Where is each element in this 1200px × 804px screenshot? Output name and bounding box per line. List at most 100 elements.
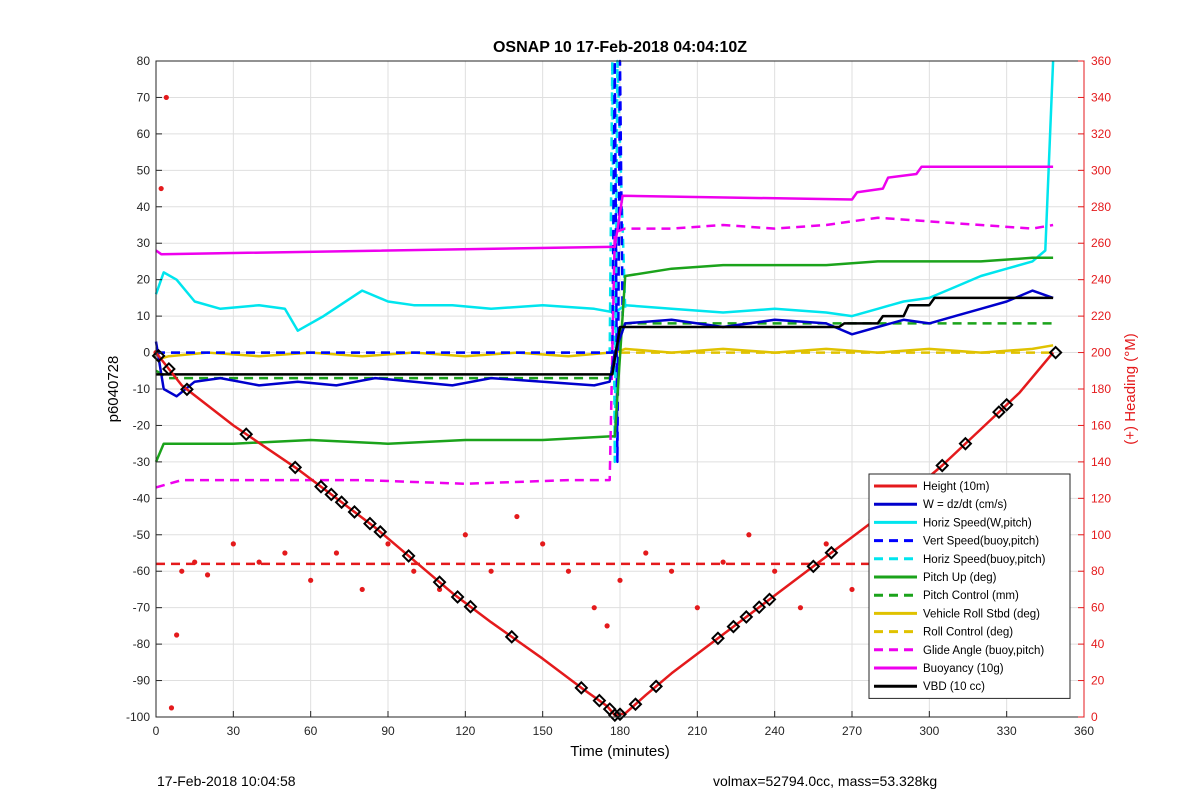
legend-label: Glide Angle (buoy,pitch) [923,645,1044,657]
height-marker [334,495,349,510]
legend-label: Pitch Control (mm) [923,590,1019,602]
series-point [591,605,597,611]
y-tick-label: 40 [137,200,151,214]
y2-tick-label: 40 [1091,637,1105,651]
series-point [436,586,443,593]
series-point [720,559,726,565]
y2-axis-label: (+) Heading (°M) [1122,333,1139,444]
series-point [823,541,829,547]
y2-tick-label: 120 [1091,491,1111,505]
series-point [514,513,520,520]
height-marker [314,479,328,494]
y-tick-label: -20 [133,418,151,432]
y-tick-label: 20 [137,273,151,287]
height-marker [762,592,777,607]
x-tick-label: 300 [919,724,939,738]
y-tick-label: -60 [133,564,151,578]
height-marker [151,348,166,363]
chart-title: OSNAP 10 17-Feb-2018 04:04:10Z [493,39,747,56]
footer-volmax-mass: volmax=52794.0cc, mass=53.328kg [713,773,938,789]
x-tick-label: 0 [153,724,160,738]
legend-label: Roll Control (deg) [923,627,1013,639]
series-point [168,705,175,711]
y-tick-label: -90 [133,674,151,688]
height-marker [432,575,447,590]
series-point [158,185,164,192]
height-marker [607,708,622,723]
height-marker [504,629,519,644]
series-point [643,550,649,556]
legend-label: VBD (10 cc) [923,681,985,693]
y2-tick-label: 0 [1091,710,1098,724]
height-marker [739,609,754,624]
x-axis-ticks: 0 30 60 90 120 150 180 210 240 270 300 330 360 [153,711,1094,738]
y-tick-label: 0 [143,346,150,360]
y-axis-ticks: 80 70 60 50 40 30 20 10 0 -10 -20 -30 -40 -50 -60 -70 -8… [126,54,162,724]
series-point [797,605,804,611]
series-buoyancy [155,165,1054,256]
series-point [668,568,675,574]
y2-tick-label: 80 [1091,564,1105,578]
y-tick-label: 10 [137,309,151,323]
x-tick-label: 180 [610,724,630,738]
y2-axis-ticks: 3603403203002802602402202001801601401201… [1078,54,1111,724]
height-marker [401,549,416,563]
y-tick-label: 80 [137,54,151,68]
y2-tick-label: 100 [1091,528,1111,542]
height-marker [592,693,607,708]
height-marker [347,505,362,519]
legend-label: Vert Speed(buoy,pitch) [923,536,1039,548]
series-point [282,550,288,556]
height-marker [806,559,821,574]
y2-tick-label: 60 [1091,601,1105,615]
series-point [163,94,169,101]
series-point [385,541,391,547]
x-tick-label: 240 [765,724,785,738]
series-point [174,632,180,638]
series-point [772,568,778,574]
height-marker [450,590,465,604]
series-point [565,568,572,574]
legend-label: Pitch Up (deg) [923,572,997,584]
y2-tick-label: 340 [1091,90,1111,104]
series-point [694,605,700,611]
series-point [359,586,365,593]
height-marker [958,436,973,451]
height-marker [463,599,478,614]
y-tick-label: -70 [133,601,151,615]
y2-tick-label: 300 [1091,163,1111,177]
y2-tick-label: 20 [1091,674,1105,688]
legend-box [868,473,1071,699]
legend: Height (10m) W = dz/dt (cm/s) Horiz Speed(… [868,473,1071,699]
height-marker [824,545,839,560]
series-point [617,577,623,583]
x-tick-label: 150 [533,724,553,738]
y-tick-label: -100 [126,710,150,724]
y-tick-label: 60 [137,127,151,141]
x-tick-label: 60 [304,724,318,738]
series-vbd [156,296,1054,376]
y-tick-label: 50 [137,163,151,177]
y-tick-label: -30 [133,455,151,469]
height-marker [363,516,377,531]
legend-label: Horiz Speed(buoy,pitch) [923,554,1046,566]
y2-tick-label: 240 [1091,273,1111,287]
x-tick-label: 360 [1074,724,1094,738]
y2-tick-label: 200 [1091,346,1111,360]
y2-tick-label: 360 [1091,54,1111,68]
y-tick-label: 30 [137,236,151,250]
x-tick-label: 30 [227,724,241,738]
legend-label: W = dz/dt (cm/s) [923,499,1007,511]
height-marker [726,619,741,634]
height-marker [324,487,339,502]
height-marker [628,697,643,712]
height-marker [1048,345,1063,360]
y2-tick-label: 320 [1091,127,1111,141]
series-point [308,577,314,583]
height-marker [239,427,254,442]
y-tick-label: -40 [133,491,151,505]
y2-tick-label: 220 [1091,309,1111,323]
height-marker [649,679,664,694]
series-point [540,541,546,547]
